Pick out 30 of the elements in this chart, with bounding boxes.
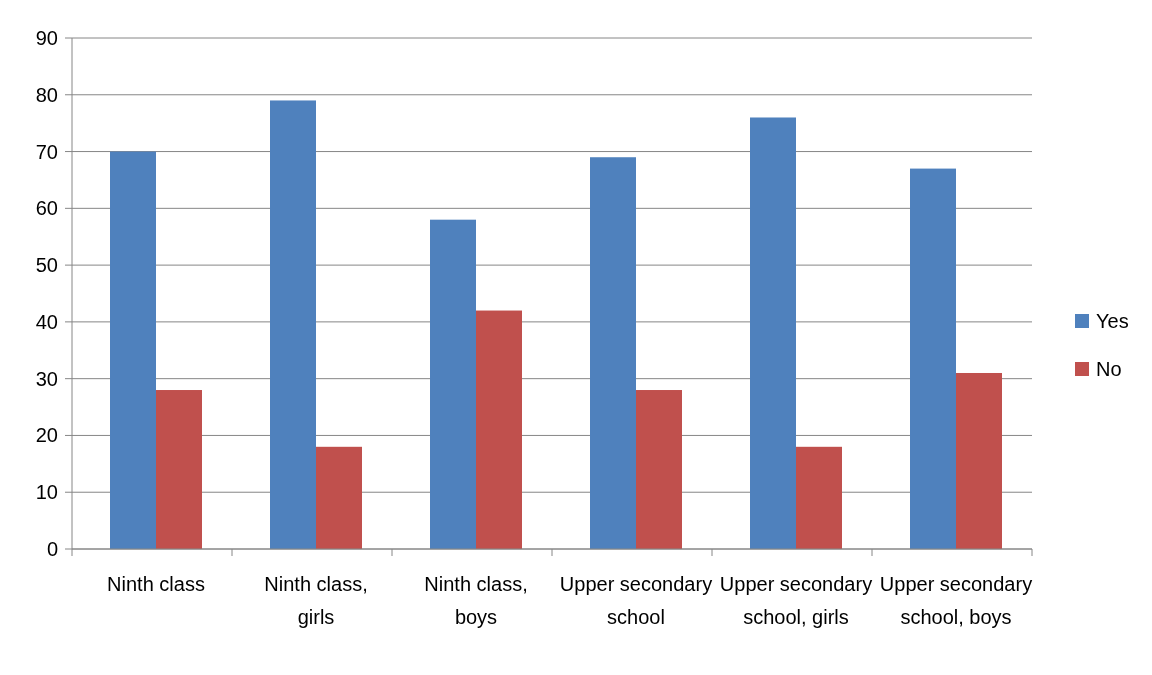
bar bbox=[750, 117, 796, 549]
y-tick-label: 20 bbox=[35, 424, 58, 447]
bar bbox=[110, 151, 156, 549]
y-tick-label: 70 bbox=[35, 140, 58, 163]
y-tick-label: 0 bbox=[46, 538, 58, 560]
y-tick-label: 50 bbox=[35, 254, 58, 277]
x-tick-label: Upper secondary school, boys bbox=[879, 573, 1033, 628]
bar bbox=[796, 446, 842, 549]
y-tick-label: 90 bbox=[35, 27, 58, 49]
bar bbox=[430, 219, 476, 549]
y-tick-label: 10 bbox=[35, 481, 58, 504]
y-tick-label: 60 bbox=[35, 197, 58, 220]
x-tick-label: Upper secondary school bbox=[559, 573, 713, 628]
bar bbox=[910, 168, 956, 549]
bar bbox=[476, 310, 522, 549]
y-tick-label: 80 bbox=[35, 83, 58, 106]
bar bbox=[956, 372, 1002, 549]
x-tick-label: Ninth class, boys bbox=[424, 573, 528, 628]
bar bbox=[270, 100, 316, 549]
bar bbox=[590, 157, 636, 549]
x-tick-label: Upper secondary school, girls bbox=[719, 573, 873, 628]
x-tick-label: Ninth class, girls bbox=[264, 573, 368, 628]
legend-label: No bbox=[1096, 358, 1122, 380]
bar bbox=[636, 390, 682, 549]
y-tick-label: 40 bbox=[35, 310, 58, 333]
legend-label: Yes bbox=[1096, 310, 1129, 332]
bar bbox=[316, 446, 362, 549]
bar bbox=[156, 390, 202, 549]
y-tick-label: 30 bbox=[35, 367, 58, 390]
x-tick-label: Ninth class bbox=[107, 573, 205, 595]
